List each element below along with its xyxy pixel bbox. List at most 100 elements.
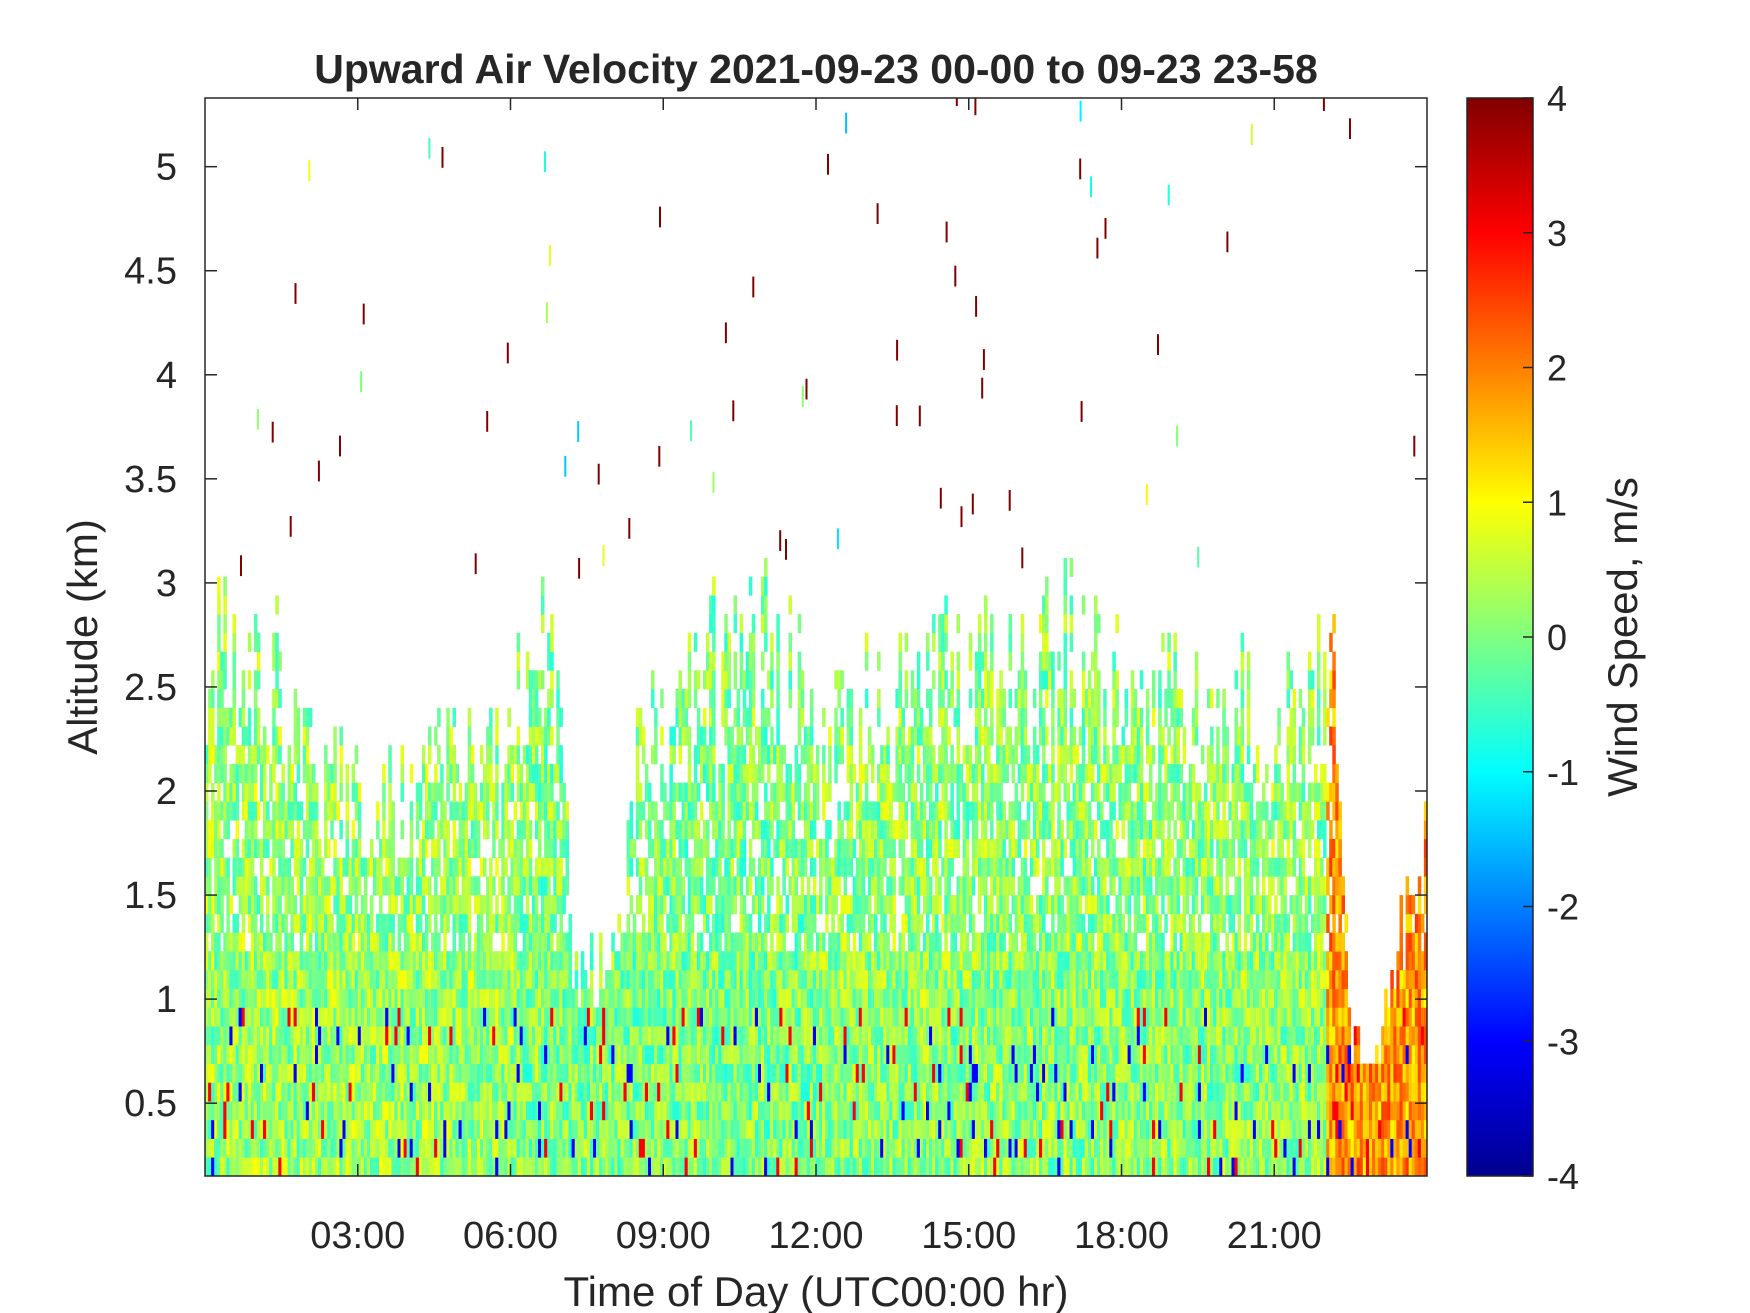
heatmap-cell: [556, 1007, 560, 1027]
heatmap-cell: [476, 895, 481, 915]
heatmap-cell: [840, 1082, 844, 1102]
heatmap-cell: [449, 1026, 453, 1046]
heatmap-cell: [409, 895, 414, 915]
heatmap-cell: [754, 801, 759, 821]
heatmap-cell: [690, 951, 695, 971]
heatmap-cell: [635, 1157, 640, 1176]
heatmap-cell: [715, 838, 719, 858]
heatmap-cell: [418, 895, 423, 915]
heatmap-cell: [599, 1007, 603, 1027]
heatmap-cell: [250, 1063, 255, 1083]
heatmap-cell: [761, 595, 765, 615]
heatmap-cell: [486, 1063, 490, 1083]
heatmap-cell: [385, 951, 389, 971]
heatmap-cell: [256, 838, 261, 858]
heatmap-cell: [751, 801, 756, 821]
heatmap-cell: [299, 1082, 304, 1102]
heatmap-cell: [281, 1138, 285, 1158]
heatmap-cell: [531, 782, 536, 802]
heatmap-cell: [464, 895, 469, 915]
heatmap-cell: [253, 988, 258, 1008]
heatmap-cell: [256, 932, 261, 952]
heatmap-cell: [809, 913, 814, 933]
heatmap-cell: [693, 763, 698, 783]
heatmap-cell: [446, 1101, 450, 1121]
heatmap-cell: [385, 1044, 389, 1064]
heatmap-cell: [357, 913, 362, 933]
heatmap-cell: [412, 895, 417, 915]
heatmap-cell: [840, 932, 844, 952]
heatmap-cell: [611, 1138, 615, 1158]
heatmap-cell: [461, 1119, 466, 1139]
heatmap-cell: [913, 820, 918, 840]
heatmap-cell: [446, 820, 450, 840]
heatmap-cell: [305, 1007, 310, 1027]
heatmap-cell: [260, 1044, 264, 1064]
heatmap-cell: [244, 726, 249, 746]
heatmap-cell: [675, 1063, 679, 1083]
heatmap-cell: [241, 1026, 246, 1046]
heatmap-cell: [528, 670, 533, 690]
heatmap-cell: [782, 782, 786, 802]
heatmap-cell: [577, 1101, 582, 1121]
heatmap-cell: [357, 1157, 362, 1176]
heatmap-cell: [938, 670, 942, 690]
heatmap-cell: [657, 970, 661, 990]
heatmap-cell: [803, 1063, 808, 1083]
heatmap-cell: [333, 970, 337, 990]
heatmap-cell: [345, 1007, 349, 1027]
heatmap-cell: [538, 951, 542, 971]
heatmap-cell: [809, 1063, 814, 1083]
heatmap-cell: [718, 1119, 722, 1139]
heatmap-cell: [269, 951, 273, 971]
heatmap-cell: [794, 857, 799, 877]
heatmap-cell: [302, 820, 307, 840]
heatmap-cell: [718, 970, 722, 990]
heatmap-cell: [767, 1119, 771, 1139]
heatmap-cell: [211, 951, 215, 971]
heatmap-cell: [388, 895, 392, 915]
heatmap-cell: [825, 838, 829, 858]
heatmap-cell: [803, 1157, 808, 1176]
heatmap-cell: [205, 895, 209, 915]
heatmap-cell: [809, 1007, 814, 1027]
heatmap-cell: [345, 913, 349, 933]
heatmap-cell: [449, 1157, 453, 1176]
heatmap-cell: [330, 1138, 334, 1158]
heatmap-cell: [266, 970, 270, 990]
heatmap-cell: [812, 1082, 817, 1102]
heatmap-cell: [758, 763, 762, 783]
heatmap-cell: [871, 1063, 875, 1083]
heatmap-cell: [376, 820, 380, 840]
heatmap-cell: [223, 820, 227, 840]
heatmap-cell: [498, 1101, 502, 1121]
heatmap-cell: [373, 1101, 377, 1121]
heatmap-cell: [919, 1119, 924, 1139]
heatmap-cell: [748, 857, 753, 877]
heatmap-cell: [333, 988, 337, 1008]
heatmap-cell: [880, 876, 884, 896]
heatmap-cell: [883, 913, 887, 933]
heatmap-cell: [855, 1007, 860, 1027]
heatmap-cell: [302, 1119, 307, 1139]
heatmap-cell: [922, 1082, 927, 1102]
heatmap-cell: [779, 1119, 783, 1139]
heatmap-cell: [644, 1026, 649, 1046]
heatmap-cell: [895, 1007, 899, 1027]
heatmap-cell: [880, 895, 884, 915]
heatmap-cell: [819, 951, 823, 971]
heatmap-cell: [773, 1082, 777, 1102]
heatmap-cell: [318, 913, 322, 933]
heatmap-cell: [712, 576, 716, 596]
heatmap-cell: [455, 1007, 459, 1027]
heatmap-cell: [559, 1044, 563, 1064]
heatmap-cell: [559, 1026, 563, 1046]
heatmap-cell: [507, 1138, 511, 1158]
heatmap-cell: [397, 1138, 401, 1158]
heatmap-cell: [223, 932, 227, 952]
heatmap-cell: [843, 970, 847, 990]
heatmap-cell: [235, 1063, 240, 1083]
heatmap-cell: [617, 1119, 621, 1139]
heatmap-cell: [703, 1138, 707, 1158]
heatmap-cell: [360, 1063, 365, 1083]
